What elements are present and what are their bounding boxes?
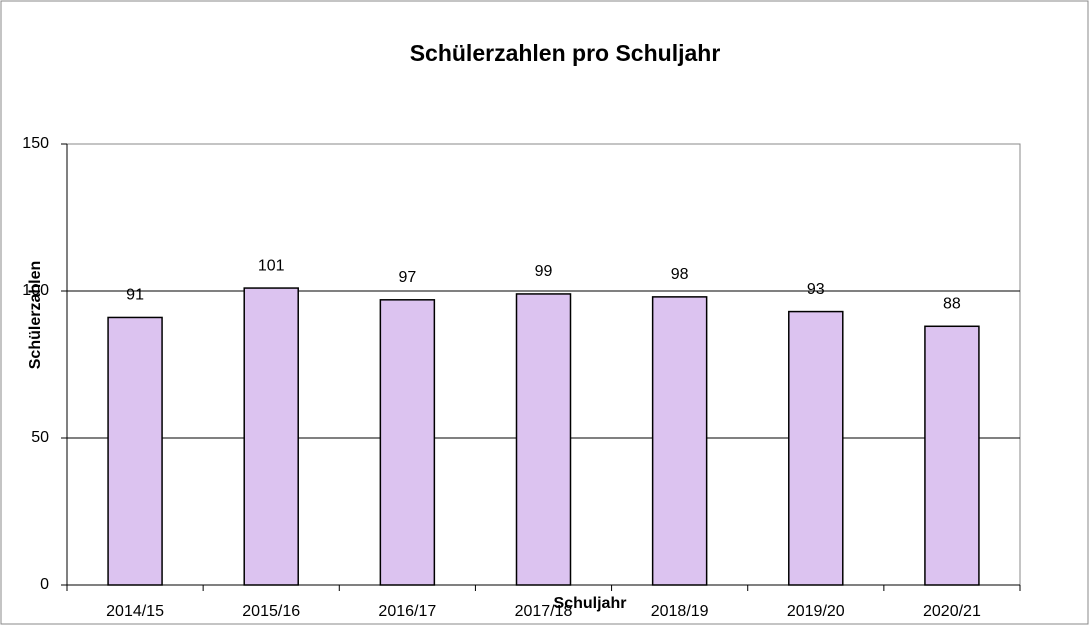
- data-label: 99: [535, 263, 553, 280]
- y-axis-label: Schülerzahlen: [27, 261, 44, 369]
- x-tick-label: 2018/19: [651, 603, 709, 620]
- x-axis-label: Schuljahr: [554, 595, 627, 612]
- x-tick-label: 2014/15: [106, 603, 164, 620]
- bar: [243, 287, 299, 586]
- x-tick-label: 2016/17: [378, 603, 436, 620]
- bar: [515, 293, 572, 586]
- y-tick-label: 100: [22, 282, 49, 299]
- x-tick-label: 2015/16: [242, 603, 300, 620]
- data-label: 101: [258, 257, 285, 274]
- data-label: 88: [943, 295, 961, 312]
- x-tick-label: 2019/20: [787, 603, 845, 620]
- y-tick-label: 50: [31, 429, 49, 446]
- data-label: 91: [126, 287, 144, 304]
- x-tick-label: 2017/18: [515, 603, 573, 620]
- data-label: 93: [807, 281, 825, 298]
- bar: [107, 316, 163, 586]
- x-tick-label: 2020/21: [923, 603, 981, 620]
- bar: [924, 325, 980, 586]
- chart-title: Schülerzahlen pro Schuljahr: [410, 40, 721, 66]
- y-tick-label: 0: [40, 576, 49, 593]
- data-label: 98: [671, 266, 689, 283]
- bar: [788, 310, 844, 586]
- bar: [651, 296, 708, 586]
- bar: [379, 299, 436, 586]
- data-label: 97: [398, 269, 416, 286]
- y-tick-label: 150: [22, 135, 49, 152]
